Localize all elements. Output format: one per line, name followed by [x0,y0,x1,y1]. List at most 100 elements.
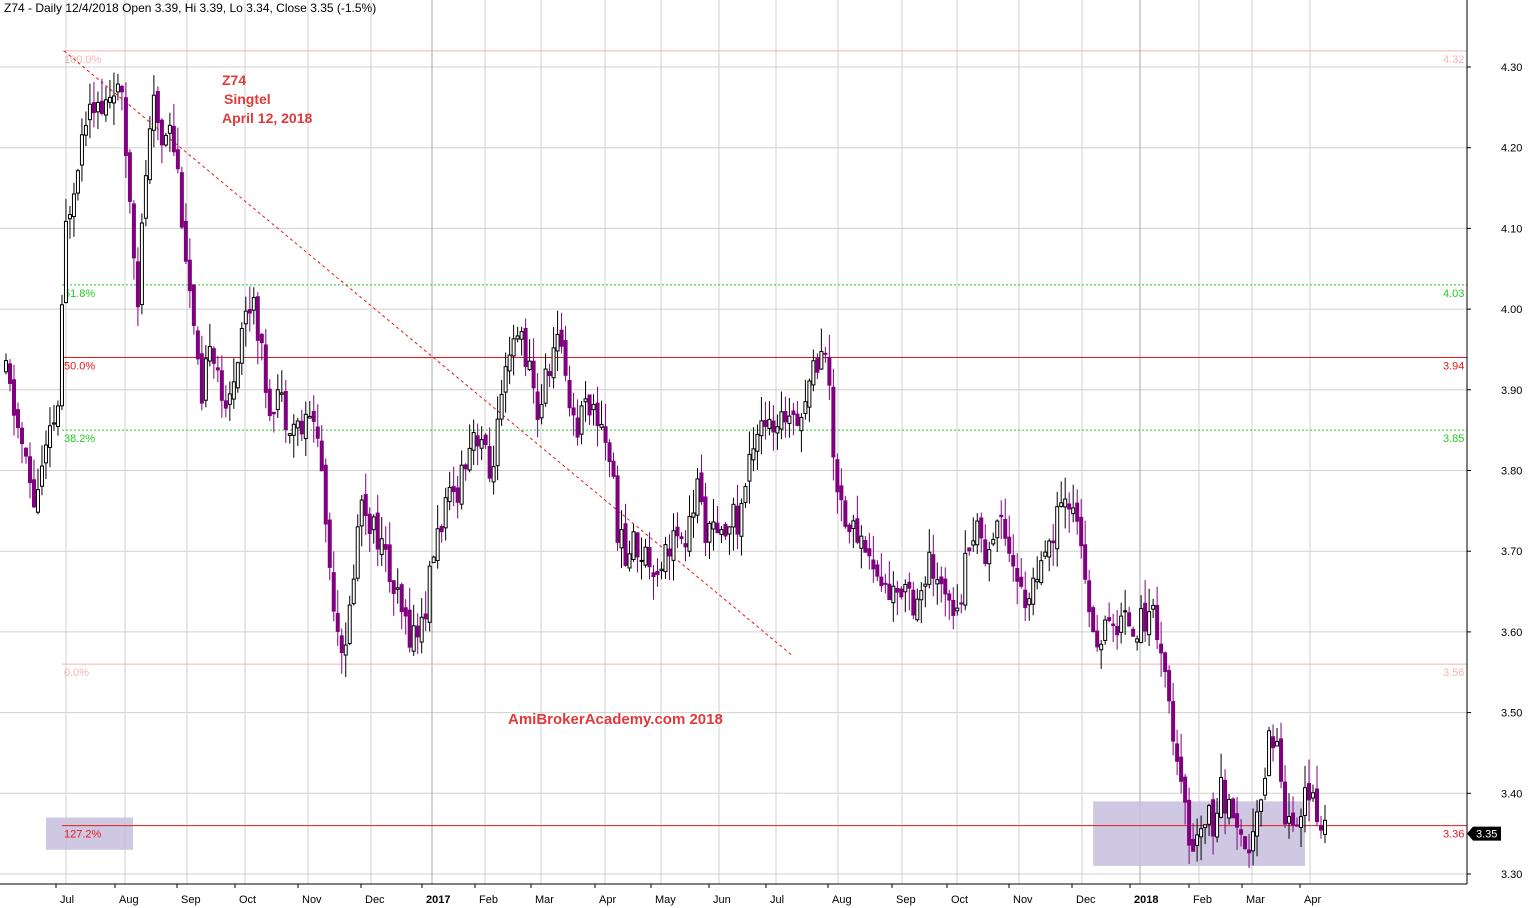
candle-body [675,526,680,537]
candle-body [487,446,492,479]
candle-body [903,583,908,593]
candle-body [1071,507,1076,515]
candle-body [731,503,736,528]
candle-body [247,309,252,314]
candle-body [499,393,504,420]
candle-body [243,310,248,325]
candle-body [79,134,84,166]
candle-body [339,635,344,653]
candle-body [623,523,628,566]
candle-body [1151,604,1156,610]
candle-body [643,546,648,566]
candle-body [763,419,768,427]
fib-label: 127.2% [64,829,102,841]
candle-body [179,172,184,228]
highlight-box [46,817,133,850]
candle-body [743,485,748,503]
candle-body [459,464,464,505]
candle-body [563,340,568,376]
candle-body [431,556,436,564]
candle-body [603,426,608,443]
chart-header: Z74 - Daily 12/4/2018 Open 3.39, Hi 3.39… [4,1,377,15]
x-tick-label: Mar [1246,894,1265,906]
candle-body [791,410,796,415]
y-tick-label: 3.90 [1501,385,1522,397]
candle-body [1203,824,1208,829]
candle-body [647,547,652,568]
candle-body [839,485,844,501]
fib-value-label: 3.85 [1443,433,1464,445]
candle-body [559,329,564,347]
candle-body [1155,604,1160,641]
candle-body [331,572,336,612]
candle-body [267,388,272,417]
x-tick-label: Feb [1193,894,1212,906]
candle-body [1031,577,1036,605]
candle-body [823,352,828,355]
candle-body [923,583,928,587]
x-tick-label: Jul [60,894,74,906]
fib-label: 100.0% [64,54,102,66]
candle-body [395,587,400,590]
candle-body [947,593,952,601]
candle-body [51,422,56,425]
candle-body [103,99,108,116]
candle-body [199,353,204,404]
candle-body [831,386,836,458]
candle-body [655,571,660,575]
candle-body [27,456,32,484]
candle-body [631,531,636,560]
candle-body [535,391,540,420]
grid-lines [0,0,1467,884]
candle-body [39,465,44,487]
candle-body [755,433,760,452]
candle-body [471,431,476,451]
candle-body [1135,638,1140,643]
candle-body [1159,643,1164,654]
watermark: AmiBrokerAcademy.com 2018 [508,711,723,728]
candle-body [35,489,40,513]
candle-body [123,97,128,157]
candle-body [1015,567,1020,582]
candle-body [439,526,444,533]
candle-body [15,409,20,429]
candle-body [311,411,316,422]
candle-body [151,94,156,131]
candle-body [1171,701,1176,742]
candle-body [939,576,944,585]
candle-body [95,101,100,113]
fib-value-label: 3.56 [1443,667,1464,679]
candle-body [651,572,656,578]
candle-body [183,220,188,262]
candle-body [803,401,808,414]
candle-body [239,328,244,364]
candle-body [7,363,12,384]
candle-body [843,500,848,527]
candle-body [1059,502,1064,507]
candle-body [1003,519,1008,539]
candle-body [135,261,140,308]
candle-body [263,344,268,393]
candle-body [1087,580,1092,613]
candle-body [75,170,80,194]
candle-body [211,348,216,364]
candle-body [1111,623,1116,627]
candle-body [863,539,868,553]
highlight-boxes [46,801,1306,866]
candle-body [1019,576,1024,587]
candle-body [159,119,164,146]
candle-body [19,427,24,445]
candle-body [671,530,676,561]
candle-body [699,472,704,503]
candle-body [1259,799,1264,812]
candle-body [1239,829,1244,835]
candle-body [1063,498,1068,508]
candle-body [611,460,616,477]
candle-body [407,609,412,648]
candle-body [1215,812,1220,838]
candle-body [883,582,888,585]
candle-body [323,464,328,525]
candle-body [659,568,664,572]
candle-body [955,607,960,612]
candle-body [807,380,812,408]
